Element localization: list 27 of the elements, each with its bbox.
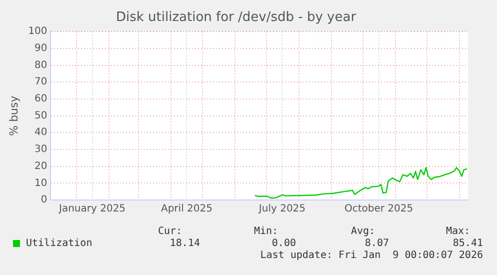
text: Min: [254,226,278,237]
y-tick-label: 10 [34,178,48,189]
y-tick-label: 90 [34,43,48,54]
y-tick-label: 80 [34,60,48,71]
y-tick-label: 30 [34,144,48,156]
y-tick-label: 70 [34,76,48,88]
text: Last update: Fri Jan 9 00:00:07 2026 [260,250,483,261]
text: 0.00 [272,238,296,249]
y-tick-label: 20 [34,160,48,172]
chart-title: Disk utilization for /dev/sdb - by year [116,10,357,26]
x-tick-label: April 2025 [160,204,212,215]
text: Avg: [351,226,376,237]
y-axis-title: % busy [7,95,20,136]
y-tick-label: 50 [34,110,48,122]
x-tick-label: October 2025 [344,204,414,215]
legend-label: Utilization [25,238,92,249]
y-tick-label: 0 [40,194,48,206]
y-tick-label: 60 [34,94,48,105]
x-tick-label: July 2025 [258,204,306,215]
text: 18.14 [170,238,200,249]
text: 85.41 [452,238,483,249]
text: 8.07 [364,238,389,249]
text: Cur: [158,226,182,237]
x-tick-label: January 2025 [58,204,126,215]
y-tick-label: 100 [28,26,48,38]
text: Max: [446,226,470,237]
y-tick-label: 40 [34,127,48,138]
